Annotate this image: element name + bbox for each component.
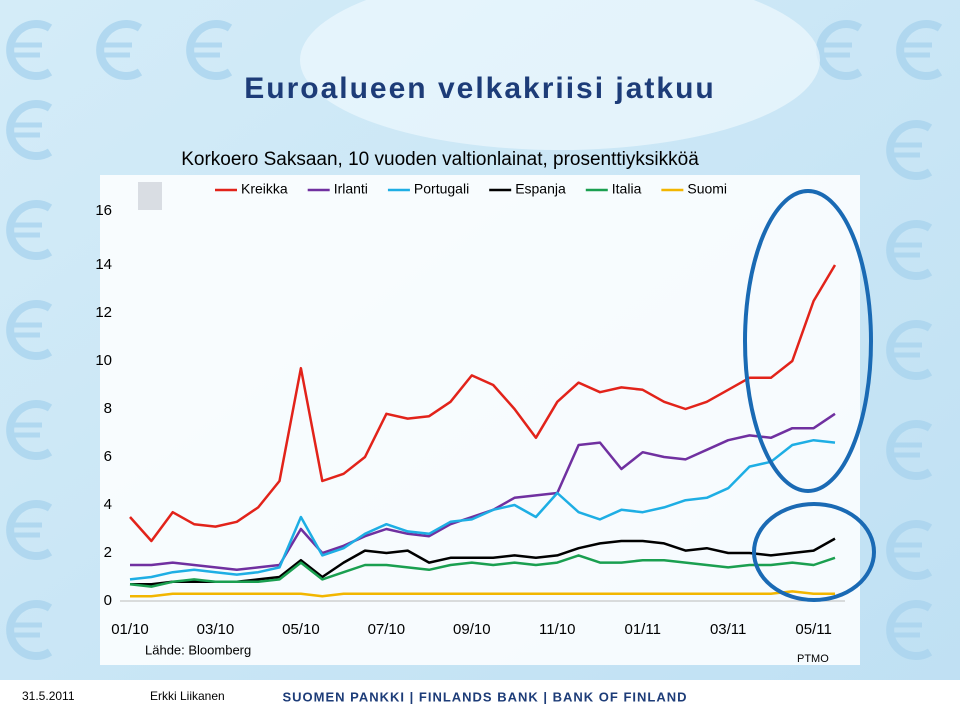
series-line: [129, 264, 837, 543]
y-tick-label: 2: [104, 544, 112, 561]
y-tick-label: 4: [104, 496, 112, 513]
footer-band: [0, 680, 960, 707]
x-tick-label: 05/11: [795, 621, 831, 638]
legend-label: Irlanti: [334, 181, 368, 197]
y-tick-label: 0: [104, 592, 112, 609]
y-tick-label: 12: [95, 304, 112, 321]
y-tick-label: 10: [95, 352, 112, 369]
legend-label: Suomi: [687, 181, 727, 197]
slide-title: Euroalueen velkakriisi jatkuu: [244, 72, 716, 105]
x-tick-label: 09/10: [453, 621, 491, 638]
footer-date: 31.5.2011: [22, 689, 75, 703]
series-line: [129, 438, 836, 581]
x-tick-label: 01/11: [625, 621, 661, 638]
x-tick-label: 05/10: [282, 621, 320, 638]
legend-label: Espanja: [515, 181, 566, 197]
footer-org: SUOMEN PANKKI | FINLANDS BANK | BANK OF …: [282, 689, 687, 704]
x-tick-label: 03/11: [710, 621, 746, 638]
y-tick-label: 14: [95, 256, 112, 273]
x-tick-label: 01/10: [111, 621, 149, 638]
note: PTMO: [797, 653, 829, 665]
artifact: [138, 182, 162, 210]
x-tick-label: 03/10: [197, 621, 235, 638]
footer-author: Erkki Liikanen: [150, 689, 225, 703]
y-tick-label: 6: [104, 448, 112, 465]
highlight-ellipse: [743, 189, 873, 493]
legend-label: Portugali: [414, 181, 469, 197]
chart-area: [100, 175, 860, 665]
legend-label: Kreikka: [241, 181, 288, 197]
y-tick-label: 16: [95, 202, 112, 219]
plot: 0 2 4 6 8 10 12 14 16 01/10 03/10 05/10 07/10 09/10 11…: [95, 181, 845, 638]
chart-title: Korkoero Saksaan, 10 vuoden valtionlaina…: [181, 149, 699, 170]
series-line: [129, 554, 836, 588]
legend-label: Italia: [612, 181, 642, 197]
swoosh: [300, 0, 820, 150]
source: Lähde: Bloomberg: [145, 642, 251, 657]
x-tick-label: 07/10: [368, 621, 406, 638]
highlight-ellipse: [752, 502, 876, 602]
x-tick-label: 11/10: [539, 621, 575, 638]
series-line: [130, 590, 835, 598]
y-tick-label: 8: [104, 400, 112, 417]
